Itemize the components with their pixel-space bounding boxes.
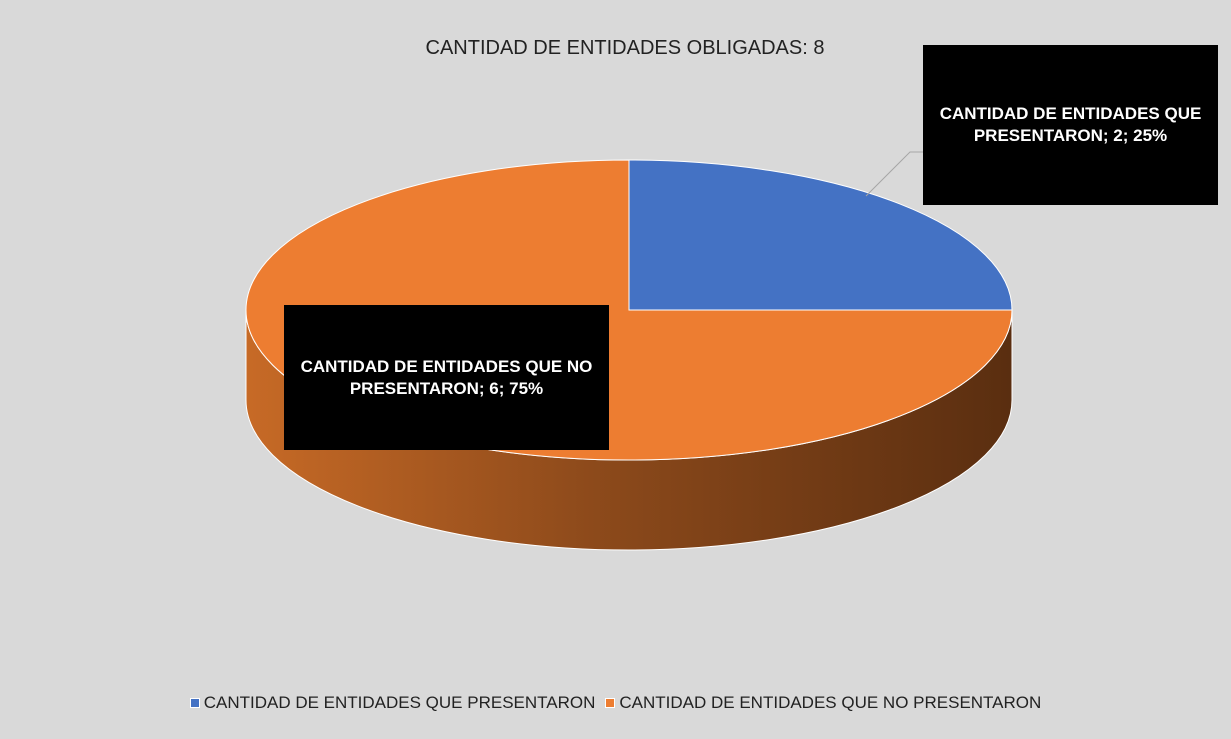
data-label: CANTIDAD DE ENTIDADES QUE NO PRESENTARON… [284, 305, 609, 450]
leader-line [865, 151, 923, 197]
chart-title: CANTIDAD DE ENTIDADES OBLIGADAS: 8 [425, 37, 825, 59]
legend-label: CANTIDAD DE ENTIDADES QUE NO PRESENTARON [619, 693, 1042, 712]
legend-item: CANTIDAD DE ENTIDADES QUE PRESENTARON [189, 693, 596, 713]
legend-swatch [605, 698, 616, 708]
data-label: CANTIDAD DE ENTIDADES QUE PRESENTARON; 2… [923, 45, 1218, 205]
legend: CANTIDAD DE ENTIDADES QUE PRESENTARON CAN… [0, 693, 1231, 713]
legend-swatch [189, 698, 200, 708]
pie-slice [628, 159, 1013, 311]
legend-item: CANTIDAD DE ENTIDADES QUE NO PRESENTARON [605, 693, 1041, 713]
legend-label: CANTIDAD DE ENTIDADES QUE PRESENTARON [203, 693, 596, 712]
